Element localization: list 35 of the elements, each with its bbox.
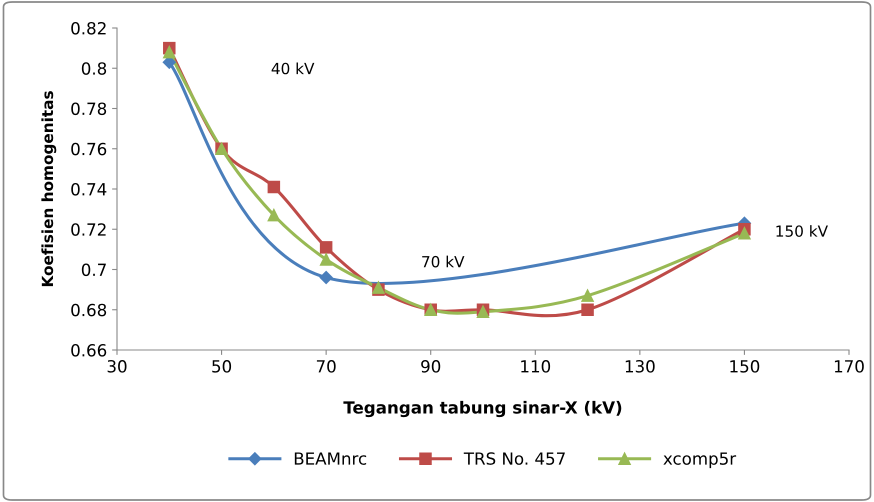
point [163,46,176,58]
point [581,289,594,302]
annotation: 40 kV [272,62,314,74]
point [320,241,332,254]
point [320,253,332,266]
legend-label: TRS No. 457 [464,452,565,465]
point [738,227,751,240]
x-tick-label: 150 [730,360,760,373]
annotation: 70 kV [422,256,464,268]
point [581,304,594,316]
x-tick-label: 170 [834,360,864,373]
y-tick-label: 0.8 [82,62,106,75]
point [268,180,280,194]
point [320,270,333,284]
x-tick-label: 50 [212,360,232,373]
point [268,208,280,222]
x-tick-label: 110 [521,360,550,373]
x-tick-label: 90 [421,360,440,373]
point [476,306,490,318]
legend-label: BEAMnrc [294,452,366,465]
y-tick-label: 0.7 [82,263,106,276]
x-axis-title: Tegangan tabung sinar-X (kV) [343,400,622,418]
y-tick-label: 0.74 [71,182,106,196]
y-tick-label: 0.78 [71,102,106,116]
y-tick-label: 0.72 [71,223,106,236]
y-tick-label: 0.82 [71,22,106,35]
y-tick-label: 0.76 [71,142,106,156]
annotation: 150 kV [776,225,828,237]
y-tick-label: 0.66 [71,344,106,357]
y-tick-label: 0.68 [71,304,106,316]
x-tick-label: 70 [316,360,336,373]
legend-label: xcomp5r [663,452,736,468]
x-tick-label: 30 [108,360,126,373]
y-axis-title: Koefisien homogenitas [41,91,56,286]
x-tick-label: 130 [626,360,655,373]
